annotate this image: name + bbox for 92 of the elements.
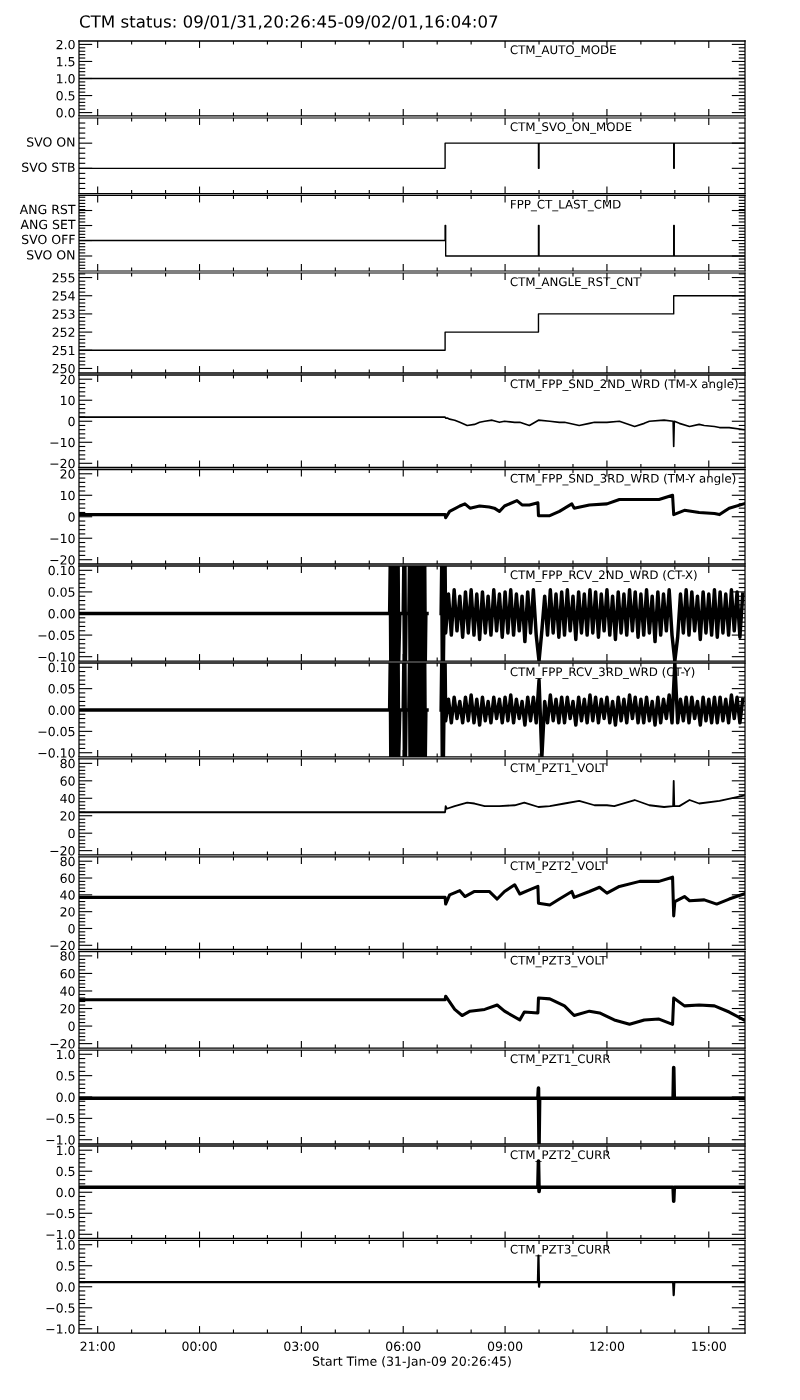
chart-title: CTM_PZT2_CURR bbox=[510, 1150, 611, 1162]
text: SVO STB bbox=[22, 162, 75, 172]
y-tick-label: 0.5 bbox=[56, 1071, 75, 1081]
y-tick-label: 1.0 bbox=[57, 1240, 75, 1250]
x-tick-label: 06:00 bbox=[386, 1341, 421, 1352]
chart-title: CTM_AUTO_MODE bbox=[510, 45, 616, 57]
x-tick-label: 12:00 bbox=[590, 1341, 625, 1352]
text: ANG SET bbox=[20, 219, 76, 230]
y-tick-label: 1.0 bbox=[57, 1049, 75, 1060]
y-tick-label: 0.00 bbox=[48, 608, 75, 619]
chart-title: CTM_PZT2_VOLT bbox=[510, 861, 607, 873]
y-tick-label: 20 bbox=[60, 374, 75, 385]
y-tick-label: 0.0 bbox=[56, 108, 75, 118]
y-tick-label: 0.10 bbox=[48, 565, 75, 576]
x-tick-label: 00:00 bbox=[182, 1341, 217, 1352]
y-tick-label: 0 bbox=[68, 923, 75, 934]
x-tick-label: 21:00 bbox=[80, 1341, 115, 1352]
y-tick-label: −20 bbox=[50, 555, 75, 565]
y-tick-label: 0.0 bbox=[56, 1092, 75, 1102]
chart-title: CTM_FPP_RCV_2ND_WRD (CT-X) bbox=[510, 570, 697, 582]
y-tick-label: 10 bbox=[60, 490, 75, 501]
y-tick-label: 253 bbox=[52, 309, 75, 319]
y-tick-label: −0.5 bbox=[46, 1113, 75, 1124]
y-tick-label: −20 bbox=[50, 1039, 75, 1049]
chart-title: CTM_PZT3_VOLT bbox=[510, 955, 607, 968]
y-tick-label: 0.5 bbox=[56, 91, 75, 101]
y-tick-label: 255 bbox=[52, 273, 75, 283]
x-tick-label: 03:00 bbox=[284, 1341, 319, 1352]
y-tick-label: 60 bbox=[60, 968, 75, 979]
y-tick-label: −0.10 bbox=[38, 748, 75, 758]
y-tick-label: 1.0 bbox=[57, 73, 75, 84]
y-tick-label: −20 bbox=[50, 940, 75, 951]
y-tick-label: −10 bbox=[50, 533, 75, 544]
y-tick-label: 10 bbox=[60, 395, 75, 406]
chart-title: CTM_PZT1_CURR bbox=[510, 1054, 611, 1066]
y-tick-label: −0.5 bbox=[46, 1303, 75, 1313]
y-tick-label: 0.10 bbox=[48, 662, 75, 673]
chart-title: CTM_PZT1_VOLT bbox=[510, 763, 607, 775]
x-axis-title: Start Time (31-Jan-09 20:26:45) bbox=[312, 1356, 511, 1369]
y-tick-label: 40 bbox=[60, 890, 75, 900]
y-tick-label: 0.05 bbox=[48, 684, 75, 694]
y-tick-label: 0.0 bbox=[56, 1282, 75, 1292]
chart-title: CTM_SVO_ON_MODE bbox=[510, 122, 632, 134]
y-tick-label: −0.5 bbox=[46, 1208, 75, 1219]
y-tick-label: 80 bbox=[60, 856, 75, 867]
y-tick-label: 80 bbox=[60, 951, 75, 961]
y-tick-label: 254 bbox=[52, 291, 75, 301]
y-tick-label: 0 bbox=[68, 1021, 75, 1031]
y-tick-label: 0.5 bbox=[56, 1261, 75, 1271]
y-tick-label: −20 bbox=[50, 846, 75, 856]
y-tick-label: 251 bbox=[52, 345, 75, 356]
y-tick-label: 1.0 bbox=[57, 1145, 75, 1156]
y-tick-label: 60 bbox=[60, 873, 75, 883]
y-tick-label: 0 bbox=[68, 512, 75, 522]
y-tick-label: −0.05 bbox=[38, 630, 75, 641]
y-tick-label: 1.5 bbox=[57, 57, 75, 67]
text: SVO ON bbox=[27, 250, 75, 260]
x-tick-label: 15:00 bbox=[692, 1341, 726, 1352]
y-tick-label: −20 bbox=[50, 458, 75, 469]
chart-title: CTM_FPP_SND_3RD_WRD (TM-Y angle) bbox=[510, 473, 736, 486]
y-tick-label: 252 bbox=[52, 327, 75, 338]
y-tick-label: 20 bbox=[60, 1003, 75, 1014]
y-tick-label: 80 bbox=[60, 758, 75, 769]
text: SVO ON bbox=[27, 137, 75, 147]
text: CTM status: 09/01/31,20:26:45-09/02/01,16:04:07 bbox=[79, 15, 498, 30]
chart-title: FPP_CT_LAST_CMD bbox=[511, 199, 621, 212]
y-tick-label: 40 bbox=[60, 986, 75, 996]
y-tick-label: −0.10 bbox=[38, 652, 75, 662]
y-tick-label: 20 bbox=[60, 469, 75, 479]
y-tick-label: 0.5 bbox=[56, 1166, 75, 1177]
y-tick-label: −0.05 bbox=[38, 726, 75, 737]
text: SVO OFF bbox=[22, 234, 75, 245]
y-tick-label: −1.0 bbox=[46, 1135, 75, 1145]
y-tick-label: 20 bbox=[60, 811, 75, 821]
y-tick-label: 0.00 bbox=[48, 705, 75, 715]
y-tick-label: 0.0 bbox=[56, 1187, 75, 1198]
chart-title: CTM_ANGLE_RST_CNT bbox=[510, 277, 641, 289]
y-tick-label: 250 bbox=[52, 363, 75, 374]
y-tick-label: 20 bbox=[60, 907, 75, 917]
y-tick-label: −1.0 bbox=[46, 1324, 75, 1334]
y-tick-label: 2.0 bbox=[56, 39, 75, 50]
y-tick-label: −10 bbox=[50, 437, 75, 448]
y-tick-label: 60 bbox=[60, 776, 75, 786]
x-tick-label: 09:00 bbox=[487, 1341, 523, 1352]
text: ANG RST bbox=[19, 204, 76, 215]
y-tick-label: 0 bbox=[68, 416, 75, 427]
y-tick-label: 0 bbox=[68, 828, 75, 839]
y-tick-label: 40 bbox=[60, 793, 75, 804]
y-tick-label: −1.0 bbox=[46, 1229, 75, 1240]
chart-title: CTM_FPP_SND_2ND_WRD (TM-X angle) bbox=[510, 379, 738, 391]
y-tick-label: 0.05 bbox=[48, 587, 75, 597]
chart-title: CTM_PZT3_CURR bbox=[510, 1244, 611, 1257]
